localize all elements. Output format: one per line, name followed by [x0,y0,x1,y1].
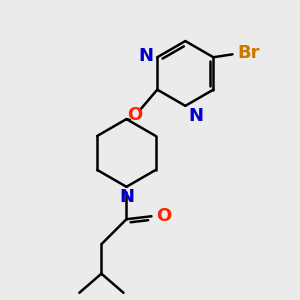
Text: O: O [128,106,143,124]
Text: Br: Br [237,44,260,62]
Text: N: N [139,47,154,65]
Text: N: N [189,107,204,125]
Text: N: N [119,188,134,206]
Text: O: O [156,207,171,225]
